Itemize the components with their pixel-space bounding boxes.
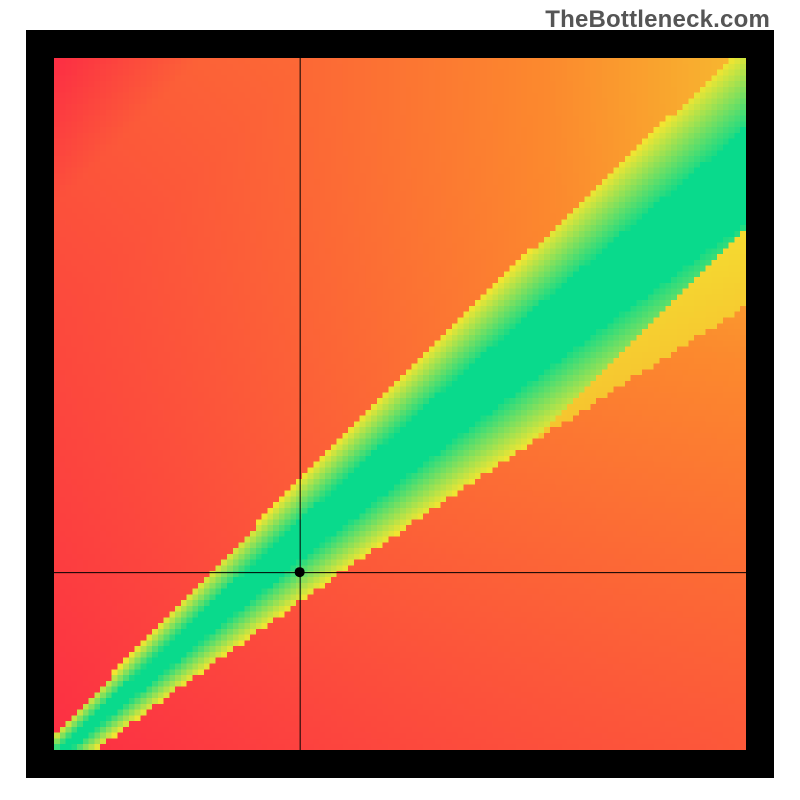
root-container: { "watermark": { "text": "TheBottleneck.… bbox=[0, 0, 800, 800]
chart-outer-frame bbox=[26, 30, 774, 778]
watermark-text: TheBottleneck.com bbox=[545, 6, 770, 34]
heatmap-overlay bbox=[54, 58, 746, 750]
heatmap-plot-area bbox=[54, 58, 746, 750]
